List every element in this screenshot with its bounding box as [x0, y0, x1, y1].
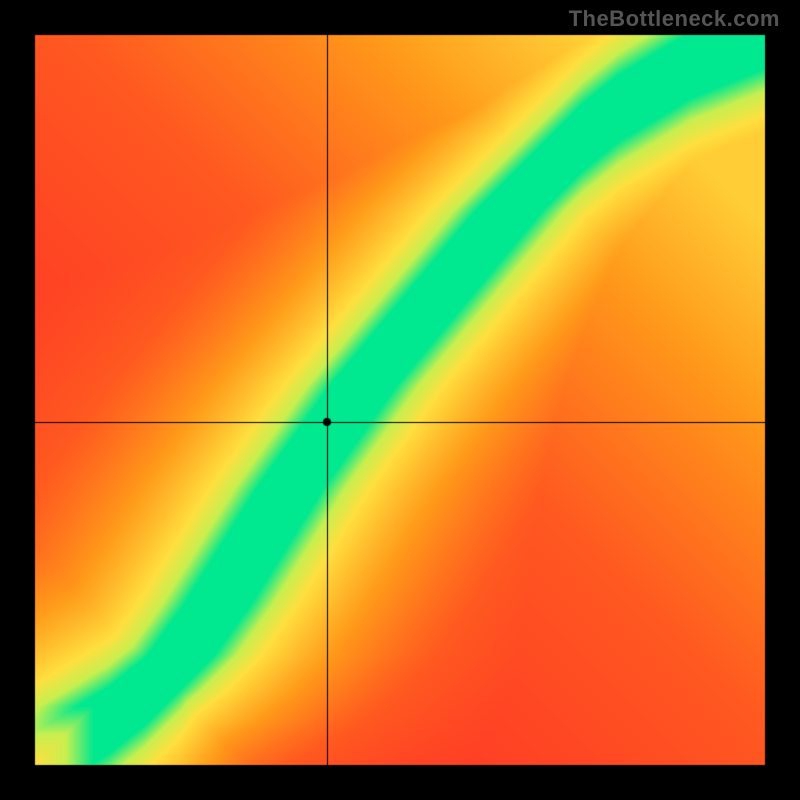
chart-container: TheBottleneck.com [0, 0, 800, 800]
heatmap-canvas [0, 0, 800, 800]
watermark-text: TheBottleneck.com [569, 6, 780, 32]
